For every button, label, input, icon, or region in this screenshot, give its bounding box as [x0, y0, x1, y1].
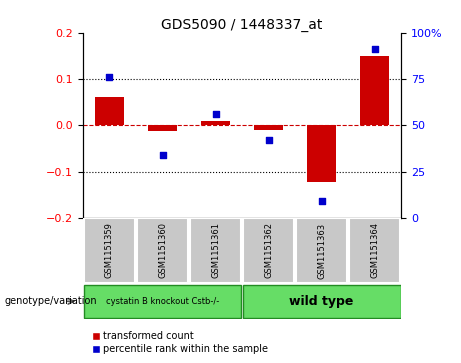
Bar — [254, 125, 283, 130]
Bar — [242, 285, 401, 318]
Legend: transformed count, percentile rank within the sample: transformed count, percentile rank withi… — [88, 327, 272, 358]
Bar — [360, 56, 389, 125]
Point — [106, 74, 113, 80]
Text: genotype/variation: genotype/variation — [5, 296, 97, 306]
Point — [265, 137, 272, 143]
Bar — [201, 121, 230, 125]
Point — [212, 111, 219, 117]
Text: GSM1151364: GSM1151364 — [370, 223, 379, 278]
Text: GSM1151361: GSM1151361 — [211, 223, 220, 278]
Title: GDS5090 / 1448337_at: GDS5090 / 1448337_at — [161, 18, 323, 32]
Bar — [95, 98, 124, 125]
Bar — [243, 218, 294, 283]
Bar — [148, 125, 177, 131]
Bar — [349, 218, 400, 283]
Text: GSM1151359: GSM1151359 — [105, 223, 114, 278]
Text: GSM1151360: GSM1151360 — [158, 223, 167, 278]
Bar — [83, 285, 242, 318]
Bar — [84, 218, 135, 283]
Point — [371, 46, 378, 52]
Point — [318, 198, 325, 204]
Text: GSM1151363: GSM1151363 — [317, 223, 326, 278]
Bar — [190, 218, 241, 283]
Text: cystatin B knockout Cstb-/-: cystatin B knockout Cstb-/- — [106, 297, 219, 306]
Text: wild type: wild type — [290, 295, 354, 308]
Bar — [137, 218, 188, 283]
Bar — [307, 125, 336, 182]
Bar — [296, 218, 347, 283]
Text: GSM1151362: GSM1151362 — [264, 223, 273, 278]
Point — [159, 152, 166, 158]
